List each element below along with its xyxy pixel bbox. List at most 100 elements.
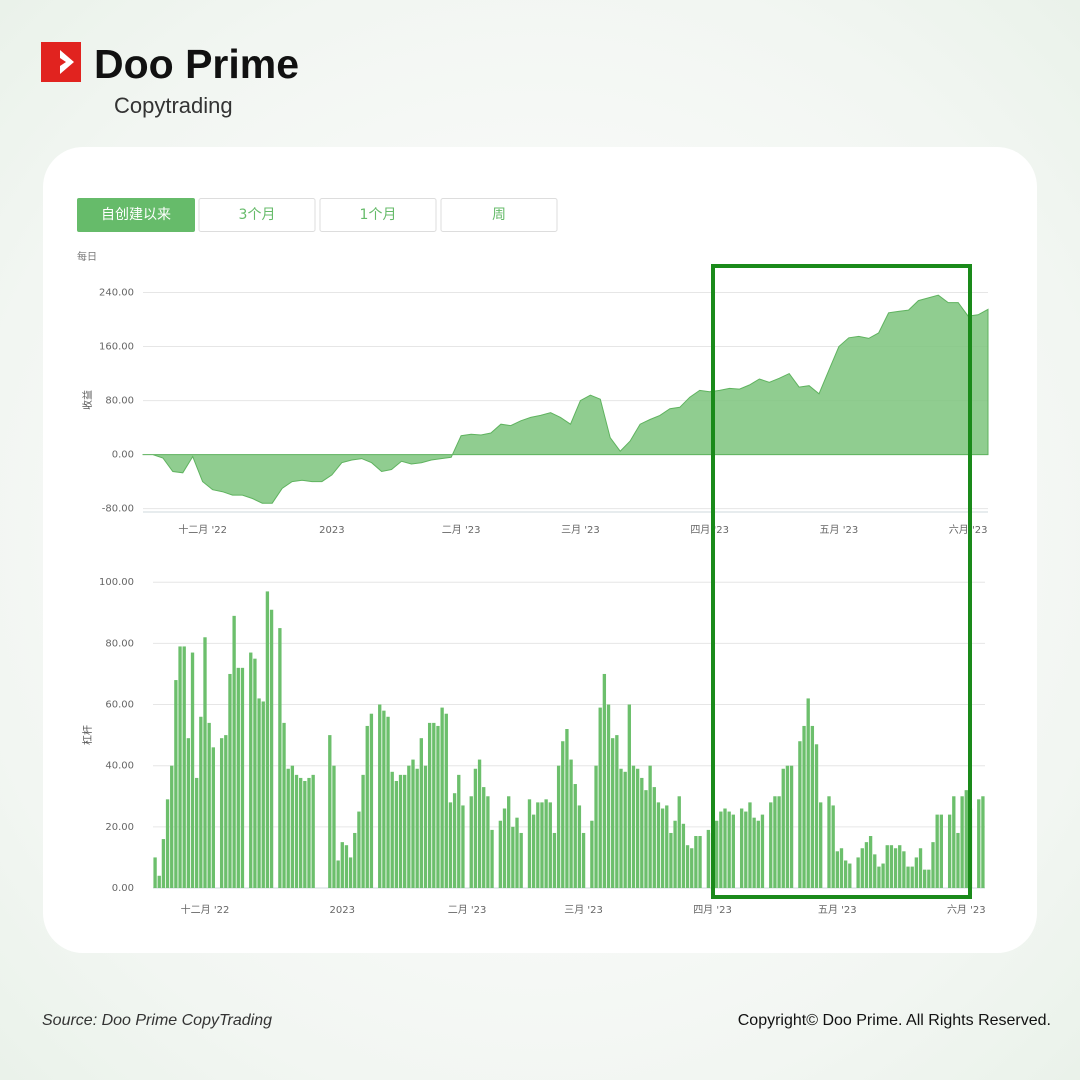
bar — [947, 814, 952, 888]
bar — [785, 765, 790, 888]
bar — [923, 869, 927, 888]
x-tick-label: 六月 '23 — [947, 904, 986, 916]
tab-label[interactable]: 周 — [492, 207, 506, 223]
bar — [860, 848, 864, 888]
y-tick-label: 160.00 — [99, 342, 134, 353]
tab-label[interactable]: 自创建以来 — [101, 207, 171, 223]
bar — [340, 842, 344, 888]
bar — [631, 765, 636, 888]
bar — [611, 738, 615, 888]
bar — [956, 832, 960, 888]
bar — [769, 802, 773, 888]
bar — [398, 774, 403, 888]
bar — [186, 738, 191, 888]
y-tick-label: 20.00 — [105, 822, 134, 833]
bar — [652, 787, 656, 888]
y-tick-label: 40.00 — [105, 761, 134, 772]
bar — [739, 808, 744, 888]
bar — [665, 805, 669, 888]
bar — [698, 836, 702, 888]
tab[interactable] — [198, 198, 316, 232]
bar — [619, 768, 623, 888]
bar — [540, 802, 544, 888]
bar — [977, 799, 981, 888]
bar — [515, 817, 519, 888]
x-tick-label: 三月 '23 — [564, 904, 603, 916]
bar — [906, 866, 910, 888]
bar — [353, 832, 357, 888]
bar — [174, 680, 178, 888]
bar — [427, 722, 432, 888]
bar — [935, 814, 939, 888]
bar — [161, 839, 166, 888]
bar — [819, 802, 823, 888]
bar — [561, 741, 565, 888]
bar — [581, 832, 586, 888]
bar — [602, 673, 607, 888]
bar — [407, 765, 411, 888]
tabs: 自创建以来 3个月 1个月 周 — [77, 198, 558, 232]
bar — [378, 704, 382, 888]
bar — [573, 784, 577, 888]
bar — [165, 799, 170, 888]
bar — [170, 765, 174, 888]
bar — [552, 832, 557, 888]
bar — [719, 811, 723, 888]
bar — [190, 652, 195, 888]
bar — [635, 768, 640, 888]
bar — [868, 836, 873, 888]
tab[interactable] — [77, 198, 195, 232]
bar — [598, 707, 602, 888]
bar — [457, 774, 461, 888]
bar — [594, 765, 598, 888]
logo: Doo Prime Copytrading — [41, 41, 299, 118]
bar — [615, 735, 619, 888]
bar — [981, 796, 985, 888]
bar — [403, 774, 407, 888]
bar — [486, 796, 490, 888]
bar — [756, 820, 760, 888]
bar — [694, 836, 698, 888]
bar — [369, 713, 374, 888]
tab-label[interactable]: 1个月 — [360, 207, 397, 223]
bar — [365, 725, 369, 888]
y-tick-label: 100.00 — [99, 577, 134, 588]
bar — [444, 713, 448, 888]
bar — [336, 860, 340, 888]
bar — [606, 704, 611, 888]
bar — [814, 744, 819, 888]
bar — [199, 716, 203, 888]
bar — [461, 805, 465, 888]
bar — [881, 863, 885, 888]
bar — [269, 609, 274, 888]
bar — [706, 829, 711, 888]
bar — [511, 826, 515, 888]
bar — [531, 814, 536, 888]
bar — [448, 802, 453, 888]
bar — [232, 615, 236, 888]
bar — [265, 591, 270, 888]
bar — [348, 857, 353, 888]
bar — [752, 817, 756, 888]
bar — [257, 698, 261, 888]
y-tick-label: 0.00 — [112, 883, 134, 894]
bar — [910, 866, 914, 888]
y-axis-title: 杠杆 — [81, 725, 94, 745]
bar — [303, 780, 307, 888]
tab-label[interactable]: 3个月 — [239, 207, 276, 223]
bar — [648, 765, 652, 888]
bar — [690, 848, 694, 888]
bar — [827, 796, 831, 888]
tab[interactable] — [319, 198, 437, 232]
tab[interactable] — [440, 198, 558, 232]
bar — [477, 759, 482, 888]
bar — [440, 707, 444, 888]
bar — [685, 845, 690, 888]
bar — [282, 722, 286, 888]
x-tick-label: 四月 '23 — [690, 524, 729, 536]
bar — [178, 646, 182, 888]
bar — [810, 725, 815, 888]
copyright: Copyright© Doo Prime. All Rights Reserve… — [738, 1012, 1051, 1029]
bar — [731, 814, 735, 888]
